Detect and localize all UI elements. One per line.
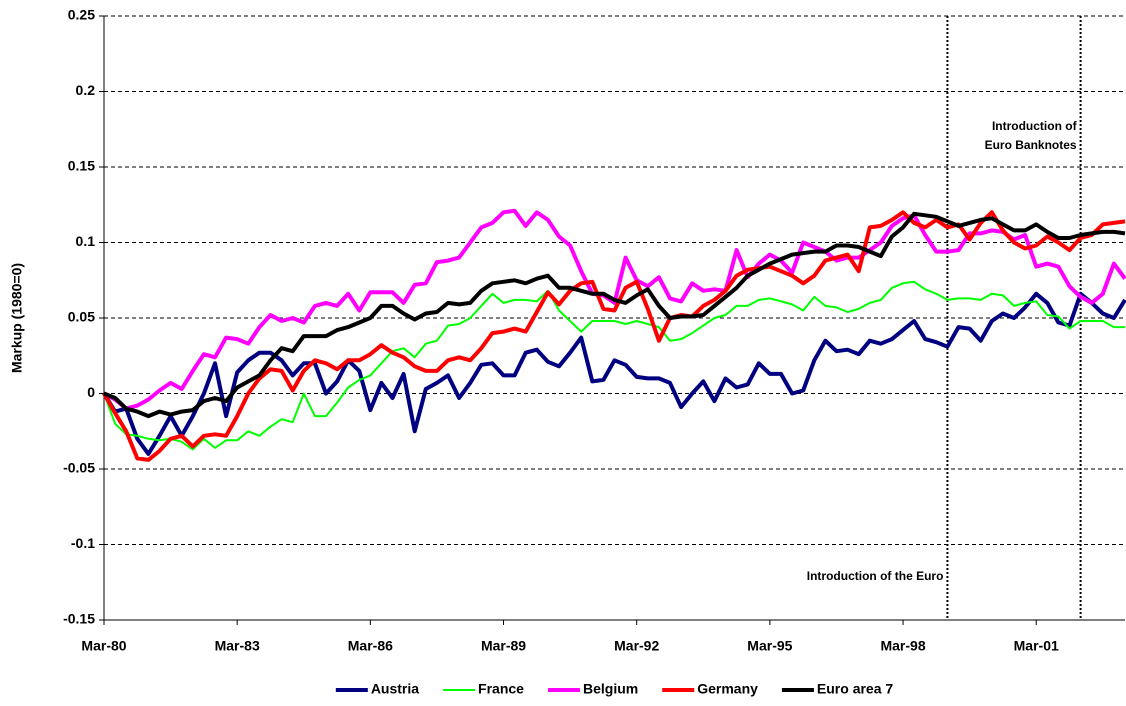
annotation-text: Introduction of: [992, 119, 1078, 133]
x-tick-label: Mar-86: [348, 638, 393, 654]
y-tick-label: 0.05: [68, 309, 95, 325]
legend: Austria France Belgium Germany Euro area 7: [335, 681, 893, 697]
y-tick-label: -0.1: [71, 535, 95, 551]
series-line: [102, 291, 1126, 456]
x-tick-label: Mar-92: [614, 638, 659, 654]
y-tick-label: 0.15: [68, 158, 95, 174]
y-tick-label: -0.15: [63, 611, 95, 627]
legend-label: Euro area 7: [817, 681, 893, 697]
y-axis-label: Markup (1980=0): [9, 263, 25, 373]
series-line: [102, 210, 1126, 462]
series-line: [103, 208, 1126, 411]
legend-label: Belgium: [583, 681, 638, 697]
y-tick-label: 0: [87, 384, 95, 400]
y-tick-label: 0.2: [76, 82, 96, 98]
x-tick-label: Mar-80: [81, 638, 126, 654]
legend-label: Germany: [697, 681, 758, 697]
annotation-text: Euro Banknotes: [985, 138, 1077, 152]
x-tick-label: Mar-98: [880, 638, 925, 654]
annotation-text: Introduction of the Euro: [807, 569, 944, 583]
x-tick-label: Mar-95: [747, 638, 792, 654]
x-tick-label: Mar-83: [215, 638, 260, 654]
y-tick-label: 0.1: [76, 233, 96, 249]
series-line: [103, 211, 1126, 419]
x-tick-label: Mar-01: [1014, 638, 1059, 654]
x-tick-label: Mar-89: [481, 638, 526, 654]
legend-label: France: [478, 681, 524, 697]
legend-label: Austria: [371, 681, 419, 697]
series-line: [103, 280, 1125, 451]
y-tick-label: -0.05: [63, 460, 95, 476]
y-tick-label: 0.25: [68, 7, 95, 23]
